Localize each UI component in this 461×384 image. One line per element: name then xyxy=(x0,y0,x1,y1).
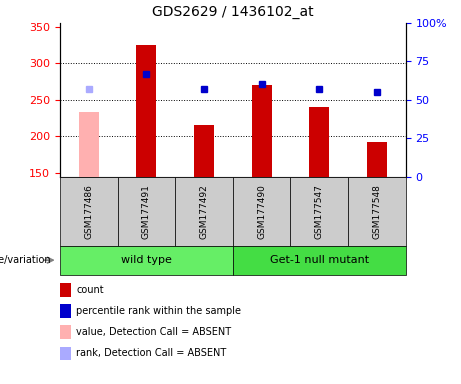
Text: GSM177548: GSM177548 xyxy=(372,184,381,238)
Text: genotype/variation: genotype/variation xyxy=(0,255,51,265)
Text: rank, Detection Call = ABSENT: rank, Detection Call = ABSENT xyxy=(76,348,226,358)
Text: GSM177490: GSM177490 xyxy=(257,184,266,238)
Text: count: count xyxy=(76,285,104,295)
Text: wild type: wild type xyxy=(121,255,172,265)
Bar xyxy=(252,85,272,177)
Text: GSM177491: GSM177491 xyxy=(142,184,151,238)
Title: GDS2629 / 1436102_at: GDS2629 / 1436102_at xyxy=(152,5,313,19)
Bar xyxy=(367,142,387,177)
Text: Get-1 null mutant: Get-1 null mutant xyxy=(270,255,369,265)
Text: value, Detection Call = ABSENT: value, Detection Call = ABSENT xyxy=(76,327,231,337)
Text: GSM177547: GSM177547 xyxy=(315,184,324,238)
Bar xyxy=(136,45,156,177)
Bar xyxy=(79,112,99,177)
Bar xyxy=(194,126,214,177)
Text: GSM177486: GSM177486 xyxy=(84,184,93,238)
Text: GSM177492: GSM177492 xyxy=(200,184,208,238)
Bar xyxy=(309,107,329,177)
Text: percentile rank within the sample: percentile rank within the sample xyxy=(76,306,241,316)
